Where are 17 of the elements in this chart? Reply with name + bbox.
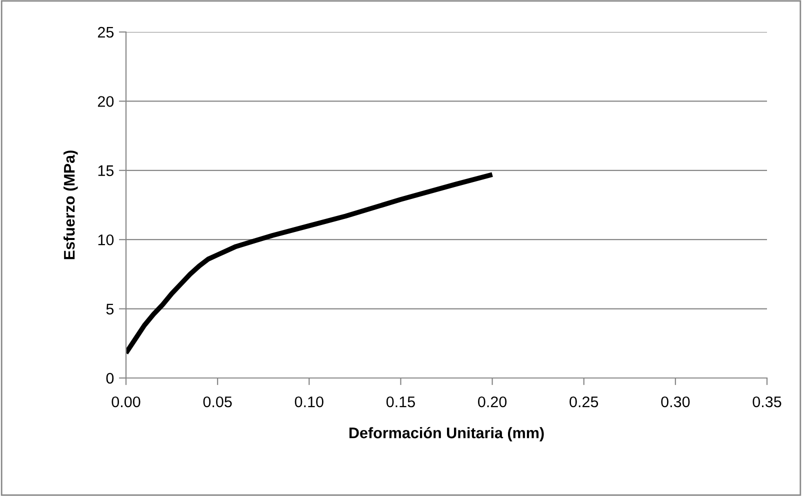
y-tick-label: 15 [98,165,114,176]
x-tick-label: 0.20 [478,396,507,408]
line-series [126,172,495,356]
y-tick-label: 0 [106,372,114,384]
y-axis-title: Esfuerzo (MPa) [64,150,78,260]
x-tick-label: 0.15 [386,396,415,408]
x-axis-title: Deformación Unitaria (mm) [349,426,544,442]
y-tick-label: 25 [98,26,114,38]
y-tick-label: 20 [98,96,114,107]
x-tick-label: 0.00 [112,396,140,408]
x-tick-label: 0.30 [661,396,690,408]
x-tick-label: 0.05 [203,396,232,408]
x-tick-label: 0.10 [294,396,324,408]
y-tick-label: 10 [98,234,114,246]
y-tick-label: 5 [106,304,114,314]
x-tick-label: 0.35 [752,396,782,408]
x-tick-label: 0.25 [570,396,598,408]
